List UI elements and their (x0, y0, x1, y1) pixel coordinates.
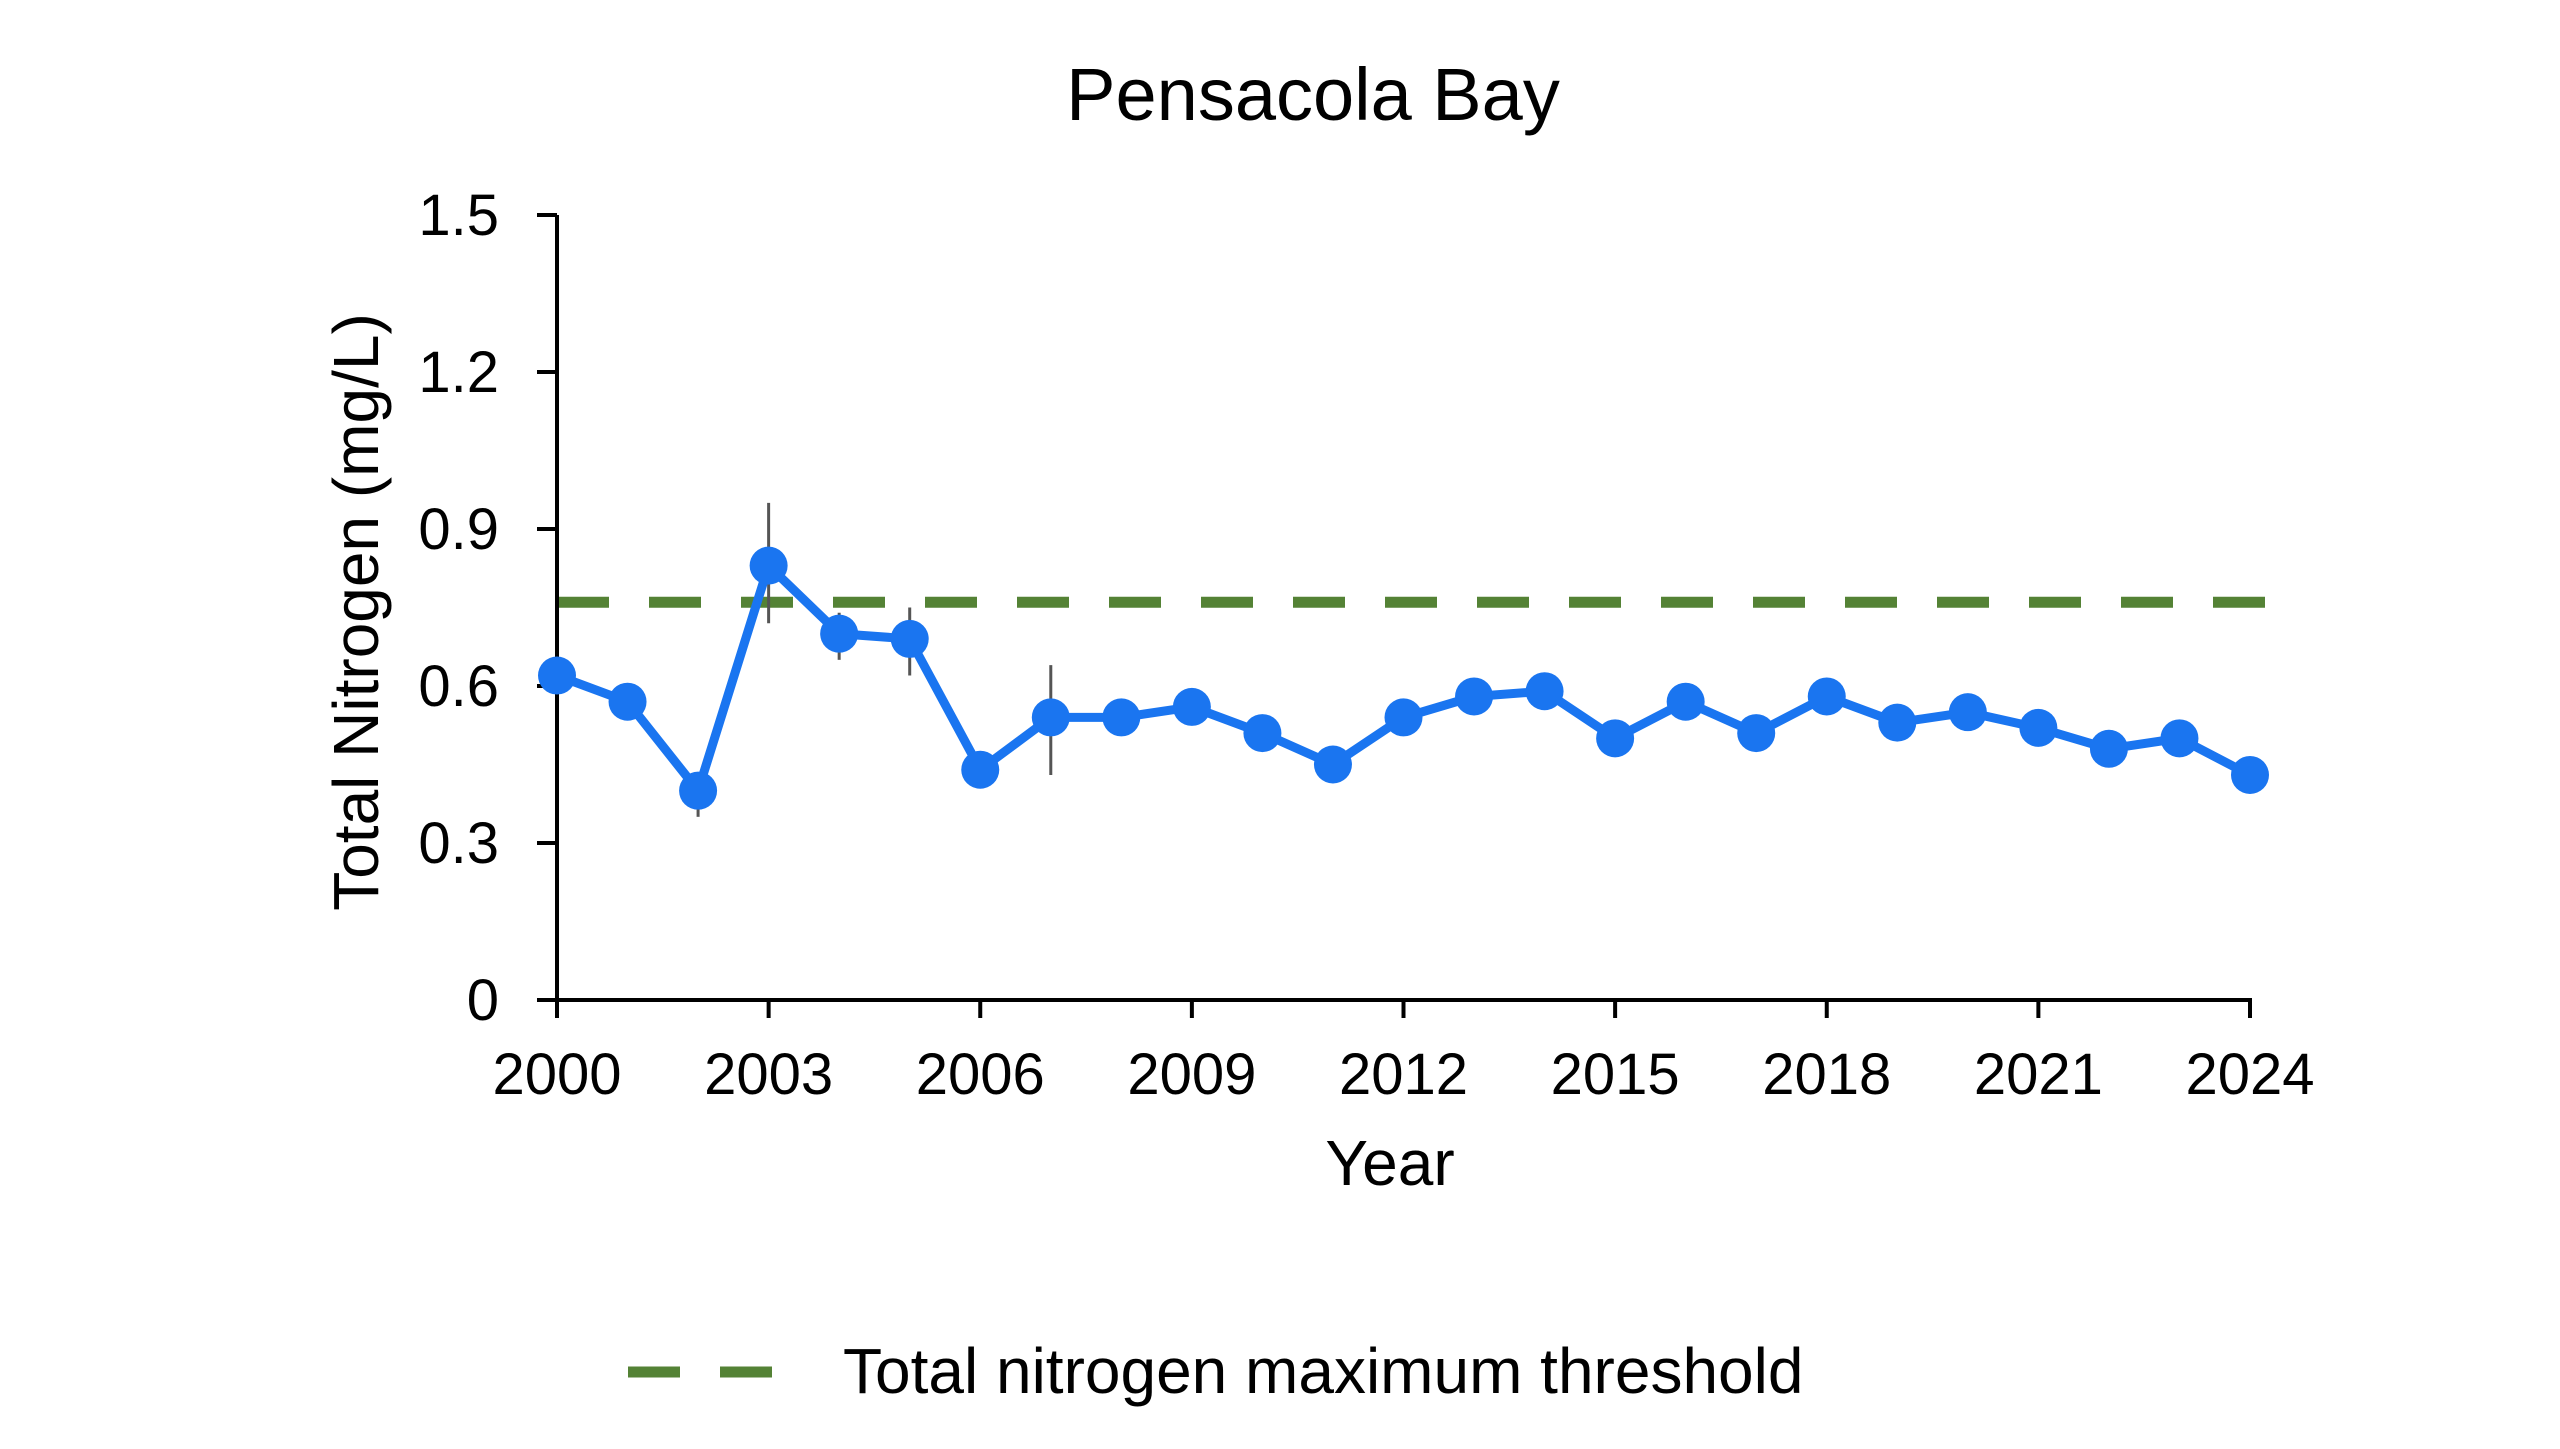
data-point (2089, 729, 2128, 768)
data-point (608, 682, 647, 721)
x-axis-title: Year (1325, 1127, 1454, 1199)
series-layer (538, 546, 2269, 810)
data-point (1243, 714, 1282, 753)
y-tick-label: 0 (467, 968, 499, 1033)
x-tick-label: 2021 (1974, 1042, 2103, 1107)
data-point (1102, 698, 1141, 737)
data-point (820, 614, 859, 653)
x-tick-label: 2012 (1339, 1042, 1468, 1107)
x-tick-label: 2024 (2185, 1042, 2314, 1107)
x-tick-label: 2009 (1127, 1042, 1256, 1107)
y-tick-label: 1.5 (418, 183, 499, 248)
data-point (538, 656, 576, 695)
data-point (1313, 745, 1352, 784)
x-tick-label: 2006 (916, 1042, 1045, 1107)
chart-title: Pensacola Bay (1066, 53, 1560, 136)
x-tick-label: 2018 (1762, 1042, 1891, 1107)
data-point (2019, 708, 2058, 747)
data-point (1525, 672, 1564, 711)
data-point (1384, 698, 1423, 737)
y-tick-label: 0.9 (418, 497, 499, 562)
y-axis-title: Total Nitrogen (mg/L) (320, 313, 392, 911)
data-point (961, 750, 1000, 789)
x-tick-label: 2003 (704, 1042, 833, 1107)
data-point (749, 546, 788, 585)
data-point (1666, 682, 1705, 721)
data-point (1596, 719, 1635, 758)
data-point (1031, 698, 1070, 737)
data-point (1807, 677, 1846, 716)
legend: Total nitrogen maximum threshold (628, 1335, 1803, 1407)
y-tick-label: 0.3 (418, 811, 499, 876)
data-point (1172, 687, 1211, 726)
axes-layer (537, 213, 2252, 1018)
y-tick-label: 1.2 (418, 340, 499, 405)
data-point (2160, 719, 2199, 758)
y-tick-label: 0.6 (418, 654, 499, 719)
x-tick-label: 2015 (1551, 1042, 1680, 1107)
data-point (890, 619, 929, 658)
data-point (1455, 677, 1494, 716)
data-point (679, 771, 718, 810)
x-tick-label: 2000 (492, 1042, 621, 1107)
data-point (1878, 703, 1917, 742)
legend-threshold-label: Total nitrogen maximum threshold (843, 1335, 1803, 1407)
data-point (1737, 714, 1776, 753)
data-point (2231, 755, 2269, 794)
data-point (1948, 693, 1987, 732)
tick-labels: 0 0.3 0.6 0.9 1.2 1.5 2000 2003 2006 2009 2012 2015… (418, 183, 2314, 1107)
